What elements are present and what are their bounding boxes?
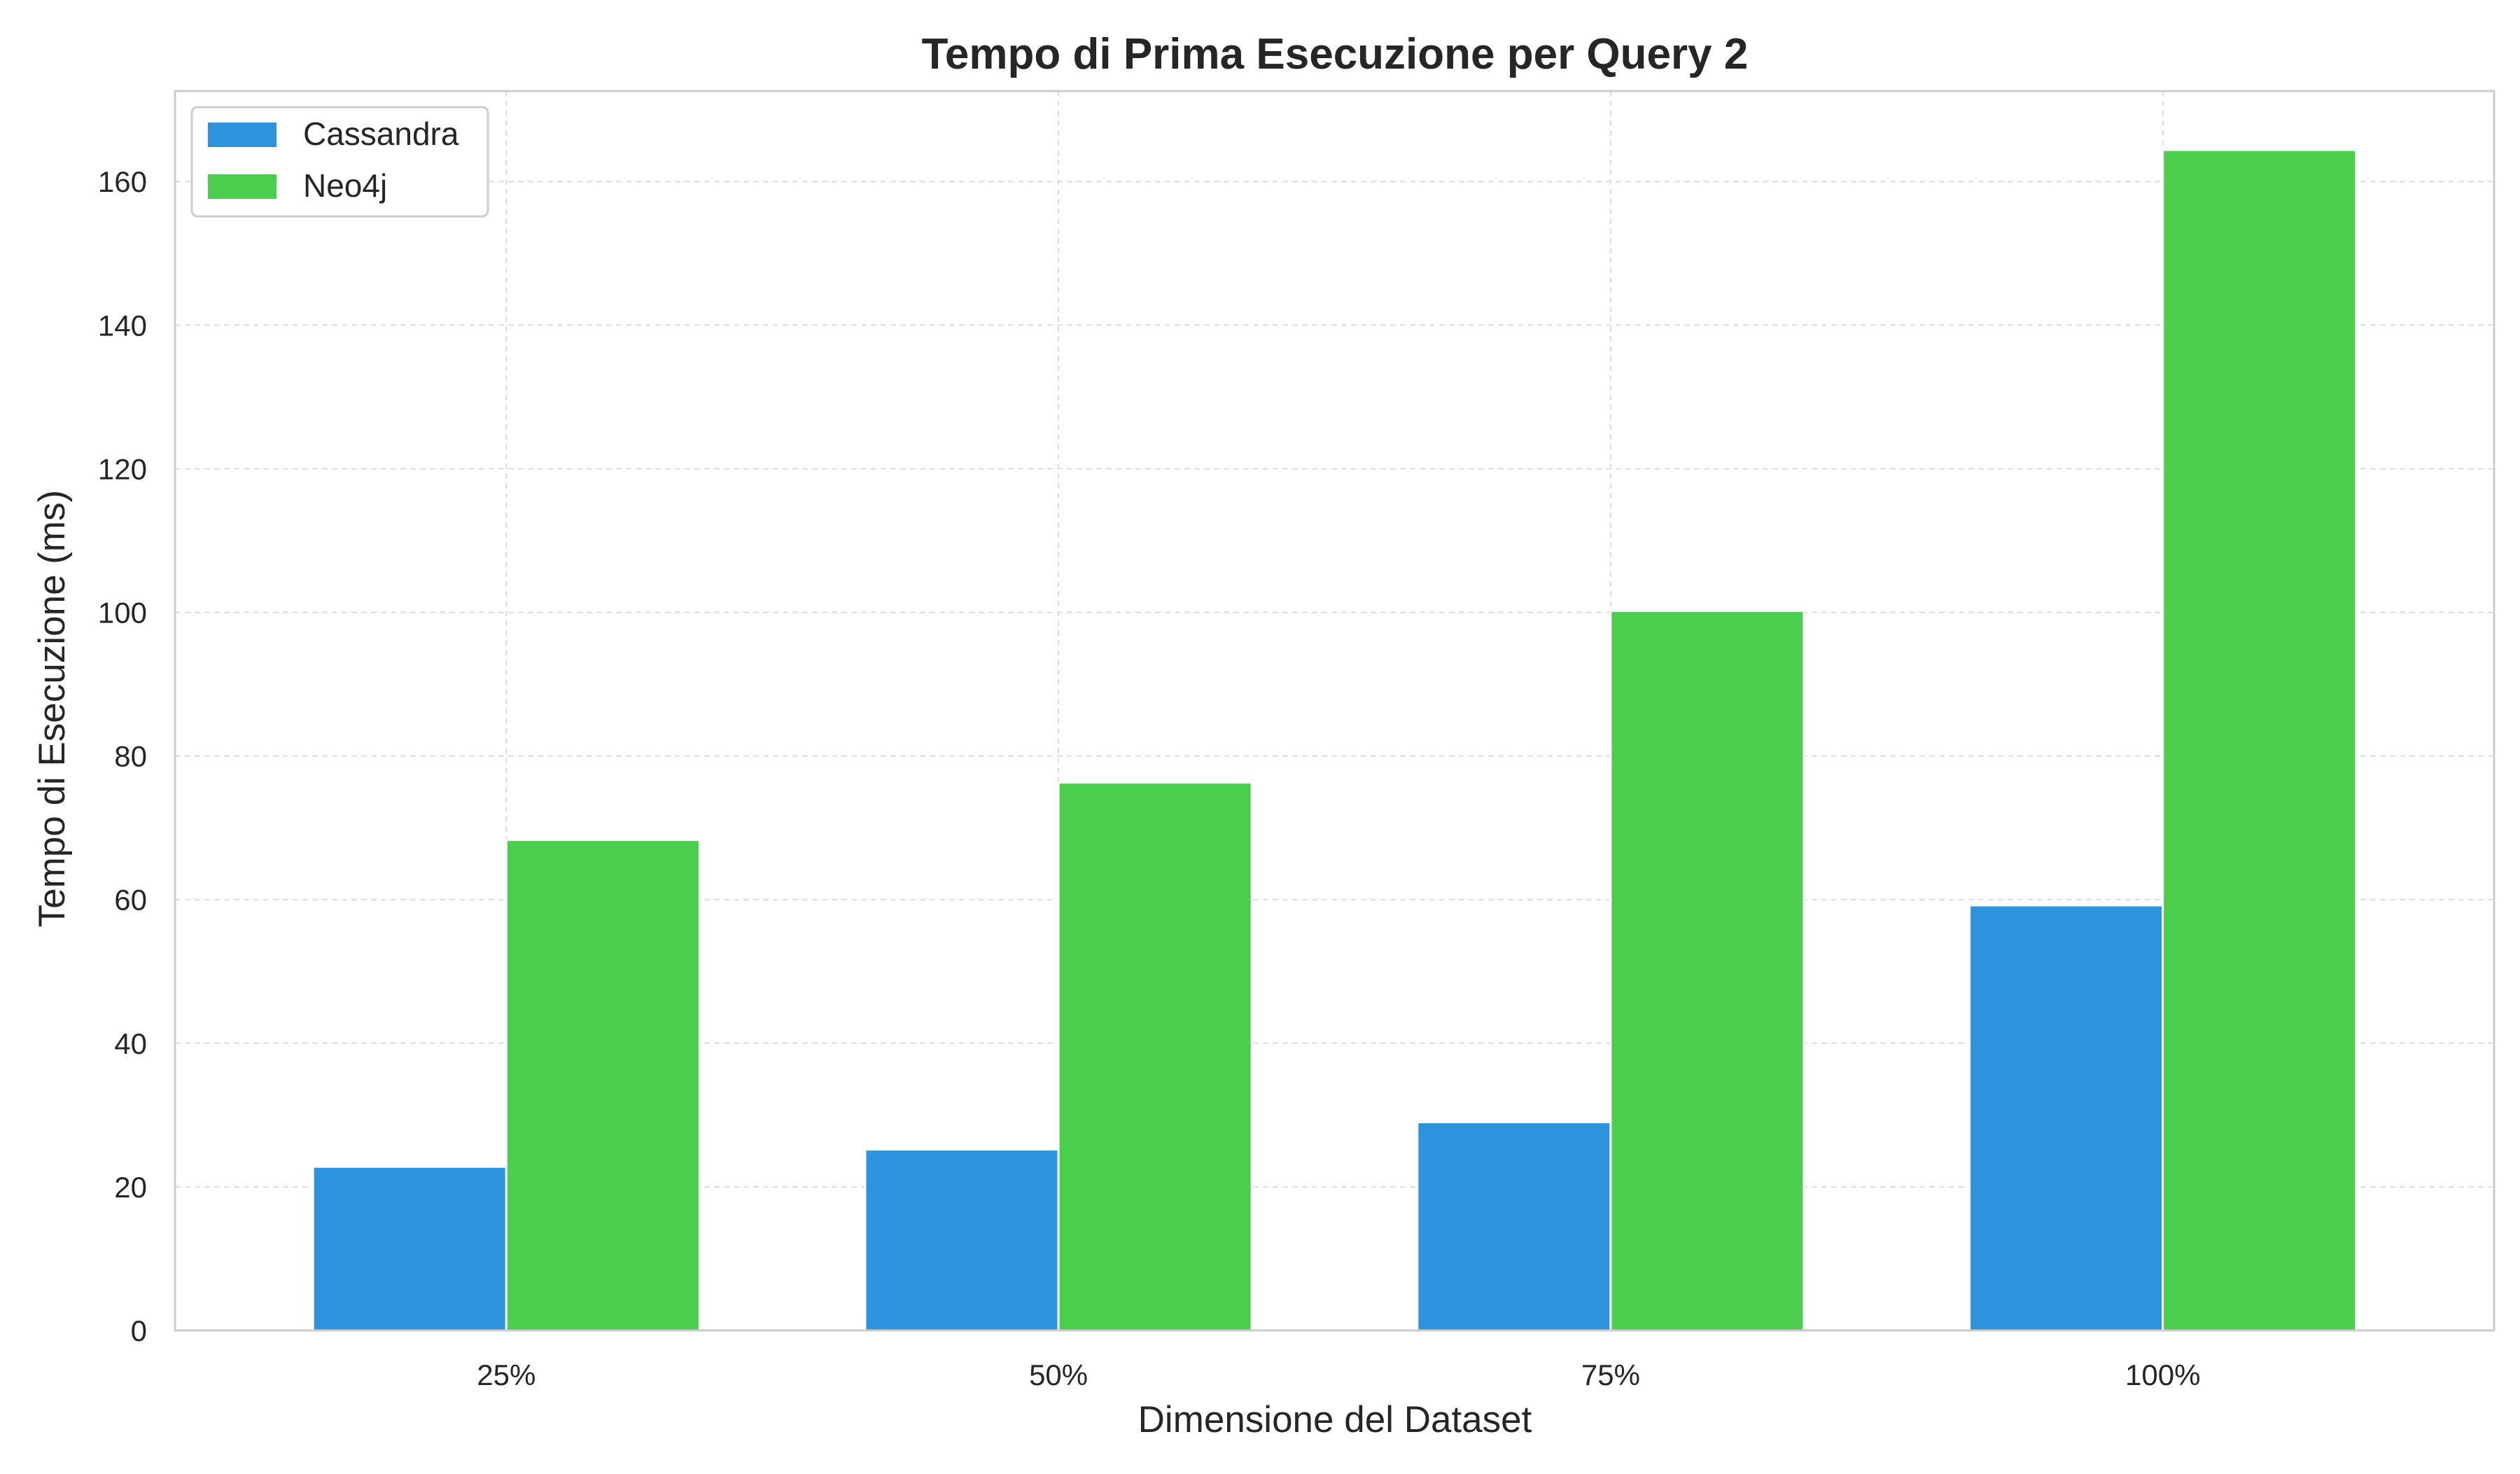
y-tick-label: 80 (114, 740, 147, 773)
bar-cassandra-75pct (1416, 1121, 1612, 1332)
y-tick-label: 120 (98, 452, 147, 485)
bar-cassandra-100pct (1968, 904, 2164, 1332)
x-tick-label: 75% (1581, 1358, 1640, 1391)
bar-neo4j-100pct (2162, 148, 2358, 1332)
plot-frame (174, 90, 2496, 1332)
y-tick-label: 60 (114, 884, 147, 917)
legend-label-neo4j: Neo4j (303, 167, 387, 204)
y-tick-label: 0 (131, 1314, 147, 1347)
bar-neo4j-25pct (505, 839, 701, 1332)
x-tick-label: 50% (1029, 1358, 1088, 1391)
y-tick-label: 20 (114, 1171, 147, 1204)
legend-swatch-cassandra (208, 123, 276, 147)
chart-title: Tempo di Prima Esecuzione per Query 2 (922, 30, 1749, 78)
y-tick-label: 160 (98, 165, 147, 198)
x-tick-label: 25% (477, 1358, 536, 1391)
x-tick-label: 100% (2125, 1358, 2200, 1391)
bar-cassandra-25pct (312, 1165, 507, 1332)
x-axis-label: Dimensione del Dataset (1138, 1399, 1532, 1440)
bars (312, 148, 2358, 1332)
y-tick-label: 100 (98, 597, 147, 630)
legend-swatch-neo4j (208, 174, 276, 199)
y-tick-label: 140 (98, 309, 147, 342)
x-axis-ticks: 25% 50% 75% 100% (477, 1358, 2200, 1391)
bar-neo4j-50pct (1057, 781, 1253, 1332)
y-axis-ticks: 0 20 40 60 80 100 120 140 160 (98, 165, 147, 1347)
bar-cassandra-50pct (864, 1148, 1060, 1332)
bar-neo4j-75pct (1609, 609, 1805, 1332)
y-axis-label: Tempo di Esecuzione (ms) (31, 490, 73, 927)
legend-label-cassandra: Cassandra (303, 116, 459, 152)
legend: Cassandra Neo4j (190, 106, 489, 218)
y-tick-label: 40 (114, 1027, 147, 1060)
